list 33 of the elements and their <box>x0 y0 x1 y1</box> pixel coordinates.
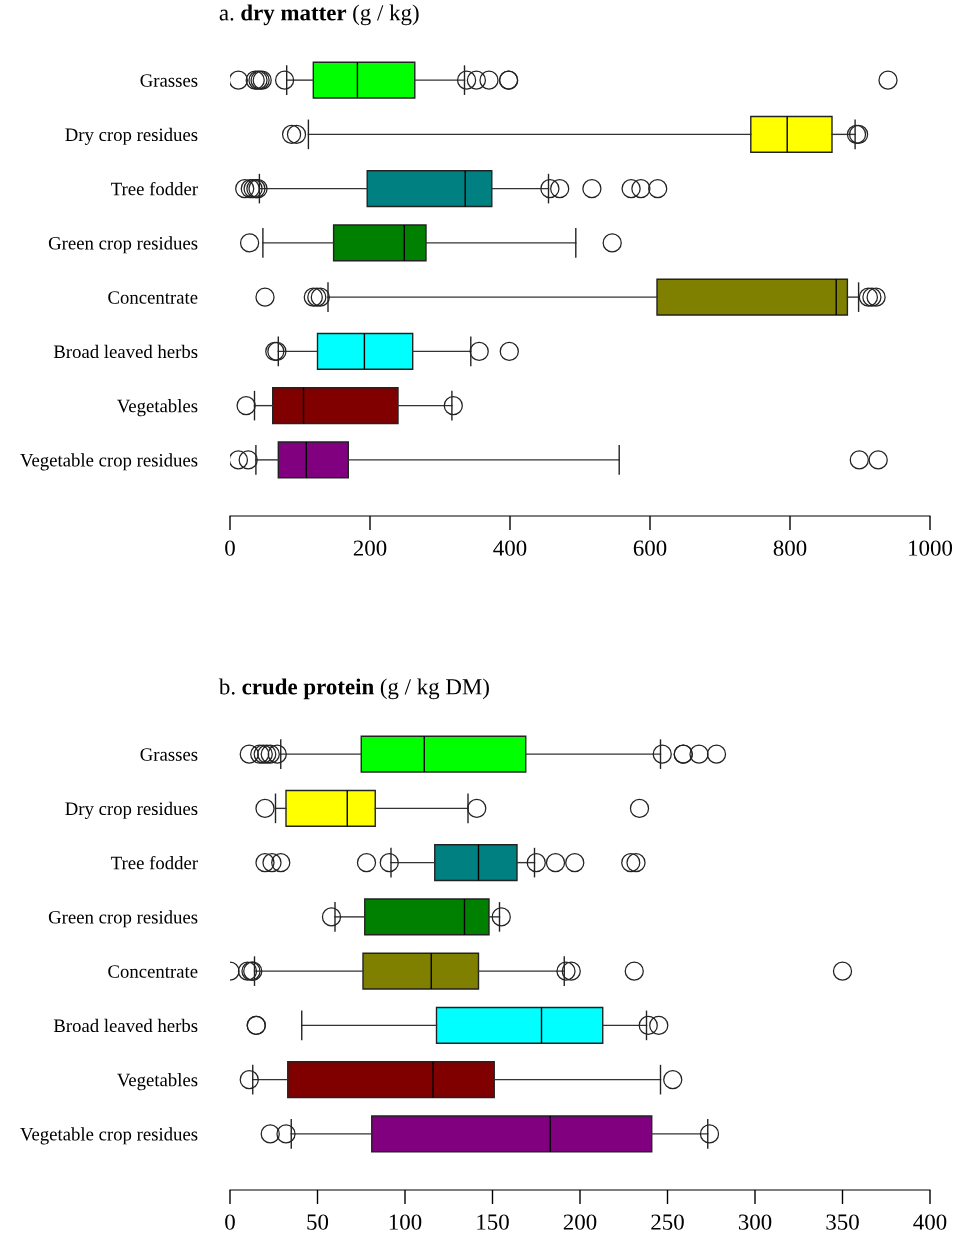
x-tick-label: 0 <box>225 1214 235 1230</box>
y-tick-label: Vegetable crop residues <box>20 1127 198 1145</box>
y-tick-label: Green crop residues <box>48 910 198 928</box>
x-tick-label: 1000 <box>909 540 953 556</box>
x-tick-label: 250 <box>651 1214 684 1230</box>
x-tick-label: 800 <box>773 540 807 556</box>
chart-title: b. crude protein (g / kg DM) <box>218 678 489 700</box>
y-tick-label: Grasses <box>140 74 198 87</box>
x-tick-label: 400 <box>913 1214 947 1230</box>
x-tick-label: 150 <box>477 1214 509 1230</box>
x-tick-label: 50 <box>307 1214 329 1230</box>
y-tick-label: Vegetable crop residues <box>20 453 198 471</box>
y-tick-label: Green crop residues <box>48 236 198 254</box>
y-tick-label: Broad leaved herbs <box>53 1018 198 1033</box>
x-tick-label: 0 <box>225 540 235 556</box>
x-tick-label: 600 <box>633 540 667 556</box>
chart-title: a. dry matter (g / kg) <box>219 4 419 26</box>
x-tick-label: 400 <box>493 540 527 556</box>
y-tick-label: Vegetables <box>117 399 198 417</box>
y-tick-label: Tree fodder <box>111 181 198 196</box>
x-tick-label: 350 <box>826 1214 859 1230</box>
x-tick-label: 200 <box>353 540 387 556</box>
x-tick-label: 300 <box>738 1214 772 1230</box>
x-tick-label: 100 <box>389 1214 422 1230</box>
y-tick-label: Grasses <box>140 748 198 761</box>
y-tick-label: Broad leaved herbs <box>53 344 198 359</box>
x-tick-label: 200 <box>563 1214 597 1230</box>
y-tick-label: Concentrate <box>108 965 198 978</box>
y-tick-label: Concentrate <box>108 291 198 304</box>
y-tick-label: Dry crop residues <box>65 127 198 145</box>
y-tick-label: Dry crop residues <box>65 801 198 819</box>
y-tick-label: Tree fodder <box>111 855 198 870</box>
y-tick-label: Vegetables <box>117 1073 198 1091</box>
